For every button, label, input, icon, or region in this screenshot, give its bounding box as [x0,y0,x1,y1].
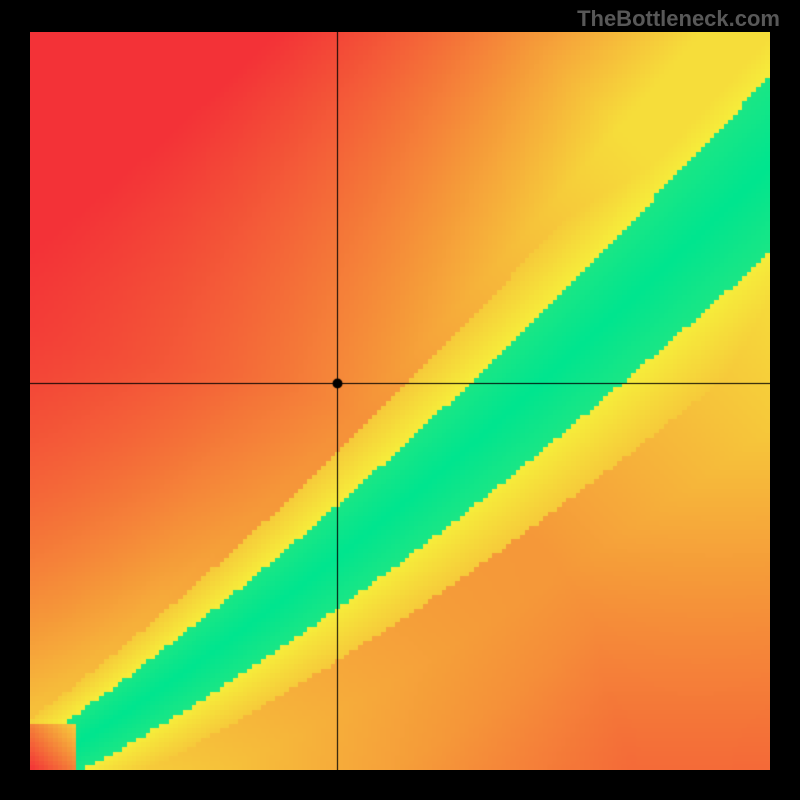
watermark-text: TheBottleneck.com [577,6,780,32]
chart-container: TheBottleneck.com [0,0,800,800]
plot-area [30,32,770,770]
heatmap-canvas [30,32,770,770]
